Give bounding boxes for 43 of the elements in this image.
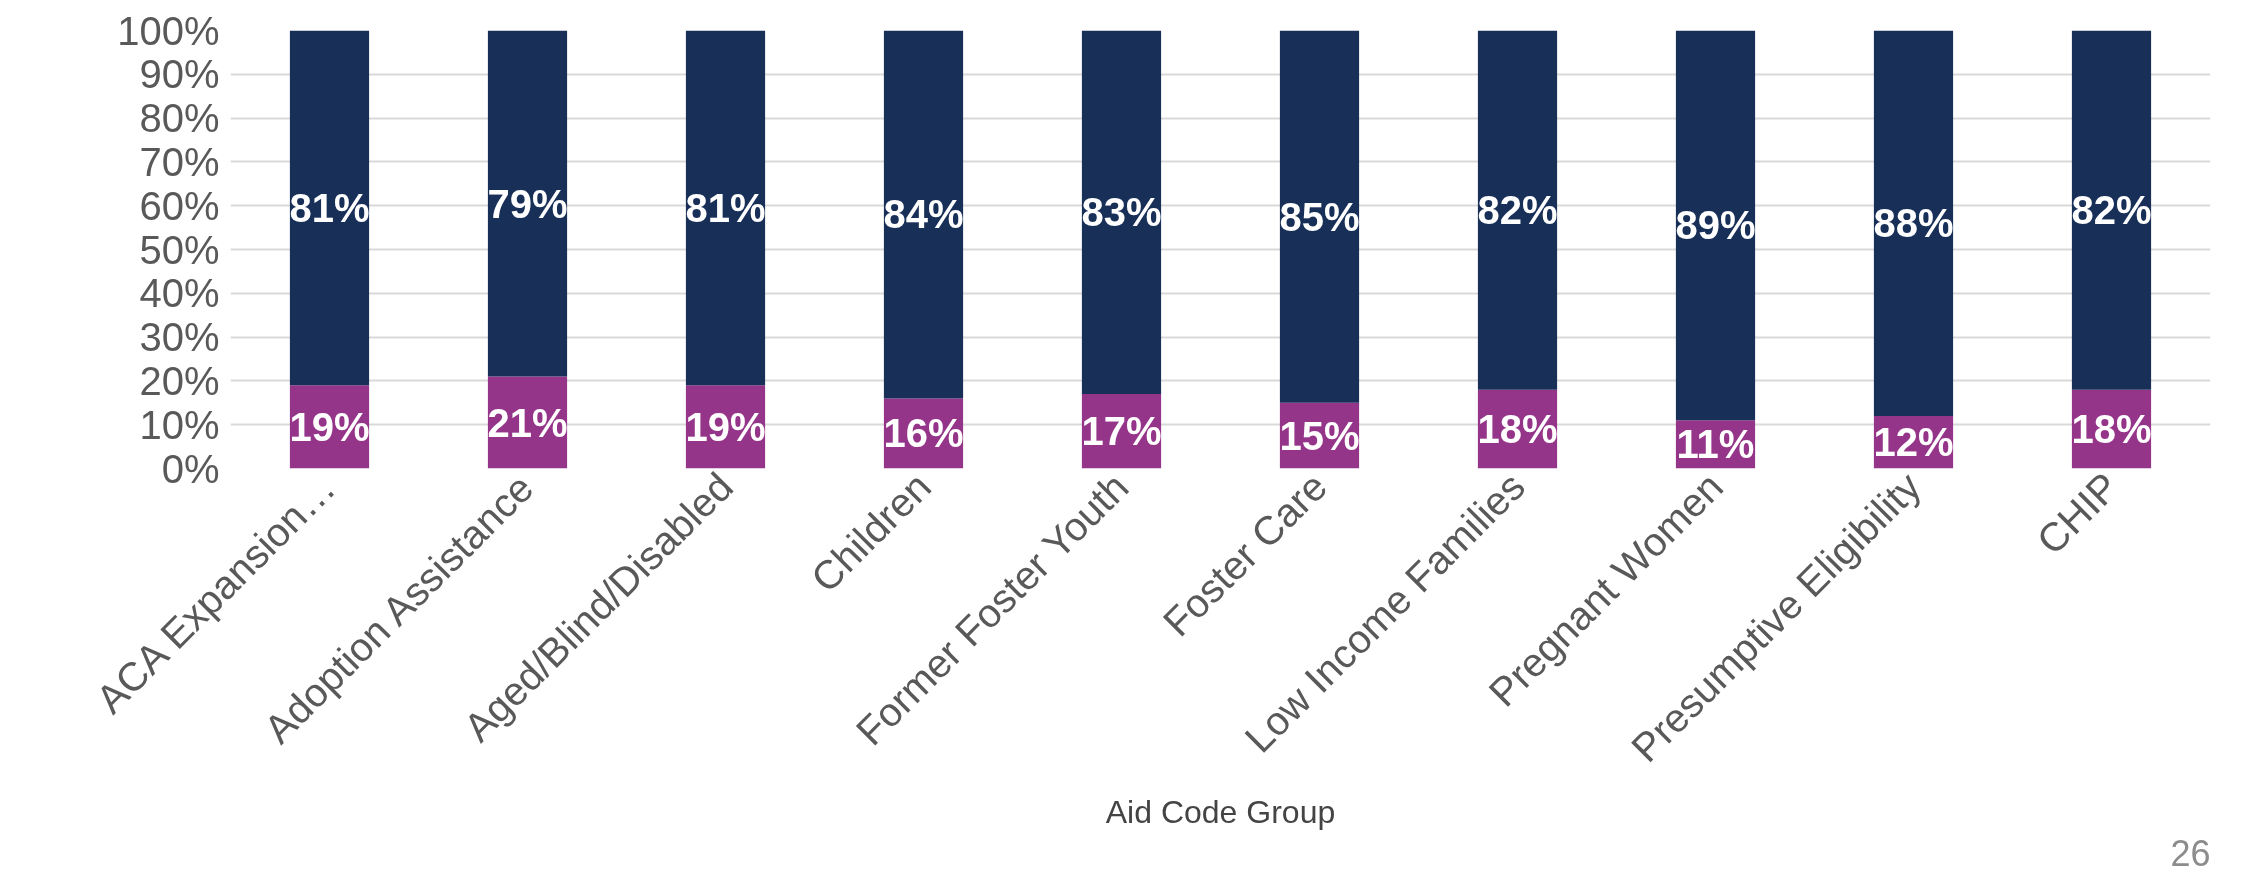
data-label: 21% xyxy=(487,400,568,445)
y-tick-label: 20% xyxy=(139,358,220,403)
bar xyxy=(1873,30,1954,416)
y-tick-label: 0% xyxy=(161,446,220,491)
data-label: 89% xyxy=(1675,203,1756,248)
y-tick-label: 90% xyxy=(139,52,220,97)
data-label: 79% xyxy=(487,181,568,226)
x-axis-title: Aid Code Group xyxy=(1105,793,1336,830)
bar xyxy=(1477,30,1558,390)
data-label: 18% xyxy=(2071,407,2152,452)
bar xyxy=(289,30,370,386)
y-tick-label: 60% xyxy=(139,183,220,228)
y-tick-label: 80% xyxy=(139,96,220,141)
bar xyxy=(1675,30,1756,421)
data-label: 81% xyxy=(685,185,766,230)
data-label: 19% xyxy=(289,404,370,449)
data-label: 18% xyxy=(1477,407,1558,452)
data-label: 12% xyxy=(1873,420,1954,465)
data-label: 19% xyxy=(685,404,766,449)
bar xyxy=(1279,30,1360,403)
text: 26 xyxy=(2170,832,2211,874)
data-label: 84% xyxy=(883,192,964,237)
y-tick-label: 100% xyxy=(117,8,220,53)
data-label: 82% xyxy=(1477,188,1558,233)
data-label: 82% xyxy=(2071,188,2152,233)
bar xyxy=(883,30,964,399)
data-label: 16% xyxy=(883,411,964,456)
bar xyxy=(685,30,766,386)
bar xyxy=(487,30,568,377)
y-tick-label: 50% xyxy=(139,227,220,272)
data-label: 85% xyxy=(1279,194,1360,239)
data-label: 11% xyxy=(1676,422,1755,467)
bar xyxy=(2071,30,2152,390)
y-tick-label: 30% xyxy=(139,315,220,360)
data-label: 88% xyxy=(1873,201,1954,246)
data-label: 17% xyxy=(1081,409,1162,454)
y-tick-label: 40% xyxy=(139,271,220,316)
data-label: 15% xyxy=(1279,413,1360,458)
data-label: 83% xyxy=(1081,190,1162,235)
y-tick-label: 10% xyxy=(139,402,220,447)
y-tick-label: 70% xyxy=(139,139,220,184)
data-label: 81% xyxy=(289,185,370,230)
bar xyxy=(1081,30,1162,395)
